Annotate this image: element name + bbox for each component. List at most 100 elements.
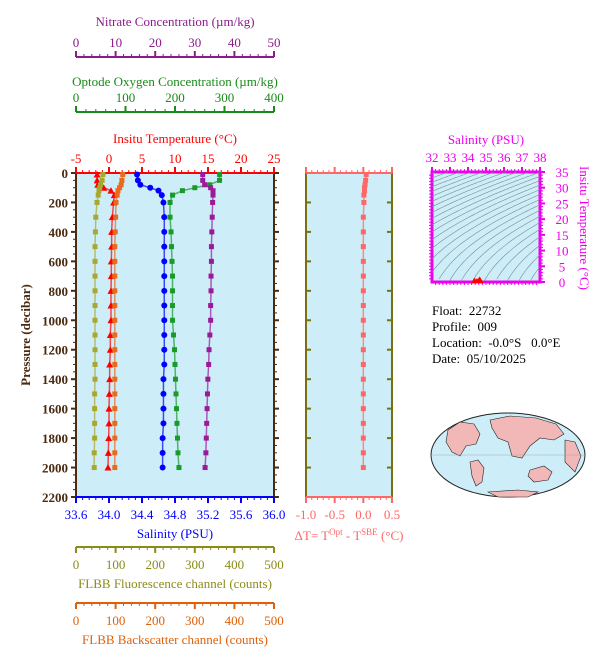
fluorescence-point <box>92 420 98 426</box>
oxygen-point <box>169 258 175 264</box>
oxygen-tick-label: 300 <box>215 90 235 105</box>
nitrate-tick-label: 0 <box>73 35 80 50</box>
temperature-point <box>106 375 114 383</box>
fluorescence-point <box>93 214 99 220</box>
salinity-tick-label: 34.8 <box>164 507 187 522</box>
deltaT-tick-label: 0.0 <box>355 507 371 522</box>
fluorescence-point <box>98 182 104 188</box>
pressure-tick-label: 800 <box>49 284 69 299</box>
ts-temperature-tick-label: 20 <box>556 212 569 227</box>
density-contour <box>431 172 494 197</box>
nitrate-point <box>203 450 209 456</box>
salinity-point <box>161 332 168 338</box>
ts-salinity-tick-label: 38 <box>534 150 547 165</box>
oxygen-point <box>170 192 176 198</box>
date: Date: 05/10/2025 <box>432 351 526 366</box>
deltaT-point <box>360 361 366 367</box>
deltaT-point <box>360 450 366 456</box>
ts-salinity-tick-label: 36 <box>498 150 512 165</box>
pressure-tick-label: 0 <box>62 166 69 181</box>
ts-salinity-tick-label: 33 <box>444 150 457 165</box>
deltaT-point <box>360 317 366 323</box>
deltaT-point <box>361 185 367 191</box>
fluorescence-point <box>92 317 98 323</box>
density-contour <box>496 236 541 280</box>
profile-number: Profile: 009 <box>432 319 497 334</box>
map-land <box>489 415 565 459</box>
deltaT-point <box>360 465 366 471</box>
fluorescence-point <box>94 199 100 205</box>
nitrate-point <box>203 435 209 441</box>
temperature-point <box>105 405 113 412</box>
nitrate-point <box>210 188 216 194</box>
deltaT-point <box>360 303 366 309</box>
ts-temperature-tick-label: 0 <box>559 275 566 290</box>
density-contour <box>431 172 470 187</box>
salinity-point <box>134 177 141 184</box>
salinity-tick-label: 33.6 <box>65 507 88 522</box>
oxygen-tick-label: 0 <box>73 90 80 105</box>
nitrate-point <box>207 332 213 338</box>
salinity-point <box>161 302 168 309</box>
fluorescence-point <box>100 171 106 177</box>
map-land <box>445 421 481 457</box>
salinity-tick-label: 35.2 <box>197 507 220 522</box>
fluorescence-tick-label: 100 <box>106 557 126 572</box>
deltaT-point <box>361 192 367 198</box>
oxygen-point <box>171 332 177 338</box>
fluorescence-tick-label: 0 <box>73 557 80 572</box>
salinity-tick-label: 36.0 <box>263 507 286 522</box>
salinity-point <box>161 317 168 324</box>
density-contour <box>431 172 517 207</box>
ts-temperature-axis-label: Insitu Temperature (°C) <box>577 166 592 290</box>
deltaT-point <box>360 229 366 235</box>
salinity-tick-label: 34.0 <box>98 507 121 522</box>
density-contour <box>431 176 541 226</box>
fluorescence-point <box>92 244 98 250</box>
fluorescence-point <box>92 273 98 279</box>
ts-temperature-tick-label: 5 <box>559 259 566 274</box>
deltaT-point <box>360 258 366 264</box>
oxygen-point <box>173 391 179 397</box>
density-contour <box>460 215 541 282</box>
temperature-point <box>104 449 112 456</box>
temperature-tick-label: 25 <box>268 151 281 166</box>
oxygen-tick-label: 400 <box>264 90 284 105</box>
ts-salinity-tick-label: 37 <box>516 150 530 165</box>
nitrate-tick-label: 50 <box>268 35 281 50</box>
delta-t-label-part: SBE <box>361 527 378 537</box>
salinity-point <box>158 192 165 199</box>
oxygen-point <box>167 214 173 220</box>
deltaT-point <box>363 171 369 177</box>
salinity-point <box>160 405 167 412</box>
nitrate-point <box>200 171 206 177</box>
oxygen-point <box>169 244 175 250</box>
backscatter-tick-label: 0 <box>73 613 80 628</box>
nitrate-point <box>202 182 208 188</box>
ts-salinity-tick-label: 35 <box>480 150 493 165</box>
oxygen-point <box>170 288 176 294</box>
oxygen-point <box>170 303 176 309</box>
deltaT-point <box>361 199 367 205</box>
ts-temperature-tick-label: 30 <box>556 181 569 196</box>
deltaT-point <box>360 391 366 397</box>
salinity-point <box>161 258 168 265</box>
salinity-point <box>161 228 168 235</box>
salinity-point <box>134 171 141 178</box>
backscatter-point <box>112 391 118 397</box>
pressure-axis-label: Pressure (decibar) <box>18 284 33 386</box>
oxygen-point <box>170 273 176 279</box>
pressure-tick-label: 2200 <box>42 490 68 505</box>
fluorescence-point <box>92 391 98 397</box>
nitrate-point <box>205 376 211 382</box>
oxygen-point <box>170 317 176 323</box>
density-contour <box>431 172 436 174</box>
temperature-point <box>105 390 113 397</box>
nitrate-point <box>204 420 210 426</box>
backscatter-point <box>112 450 118 456</box>
ts-salinity-tick-label: 32 <box>426 150 439 165</box>
nitrate-point <box>208 288 214 294</box>
backscatter-tick-label: 200 <box>145 613 165 628</box>
nitrate-tick-label: 10 <box>109 35 122 50</box>
backscatter-point <box>113 199 119 205</box>
